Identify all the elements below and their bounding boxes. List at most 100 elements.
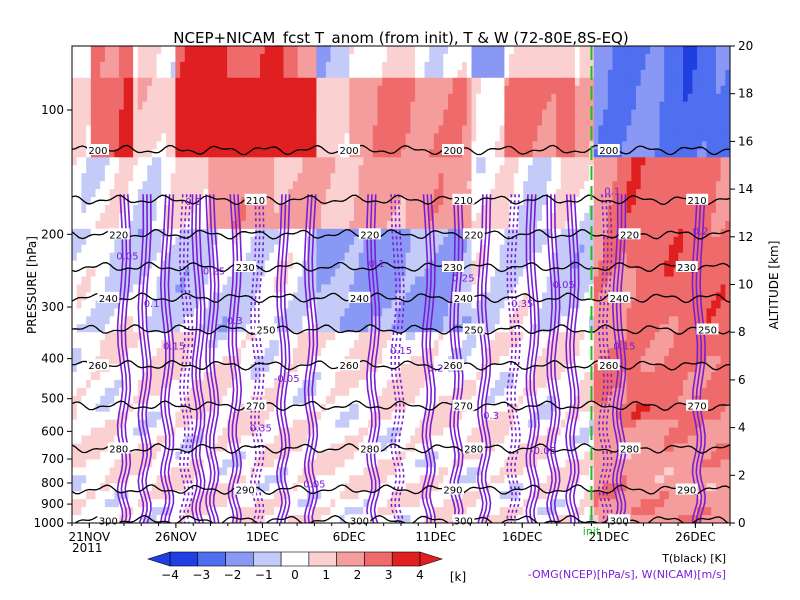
anomaly-cell [194,141,200,150]
anomaly-cell [495,300,501,309]
anomaly-cell [443,125,449,135]
anomaly-cell [499,212,505,222]
anomaly-cell [311,61,317,71]
anomaly-cell [471,149,477,158]
anomaly-cell [260,165,266,174]
anomaly-cell [283,101,289,111]
anomaly-cell [325,69,332,79]
anomaly-cell [104,173,111,182]
anomaly-cell [532,141,538,150]
anomaly-cell [123,181,129,190]
anomaly-cell [349,268,355,278]
anomaly-cell [673,125,679,135]
anomaly-cell [156,109,162,119]
anomaly-cell [631,46,637,55]
anomaly-cell [668,53,675,63]
anomaly-cell [640,53,646,63]
anomaly-cell [274,133,280,142]
anomaly-cell [161,93,167,103]
anomaly-cell [626,165,632,174]
anomaly-cell [325,189,332,198]
anomaly-cell [363,93,369,103]
anomaly-cell [715,205,722,214]
anomaly-cell [654,236,661,246]
anomaly-cell [466,276,473,286]
anomaly-cell [537,181,543,190]
anomaly-cell [311,149,317,158]
anomaly-cell [429,69,435,79]
anomaly-cell [222,133,228,142]
anomaly-cell [222,300,228,309]
anomaly-cell [311,324,317,333]
anomaly-cell [344,85,350,95]
anomaly-cell [307,268,313,278]
anomaly-cell [678,149,684,158]
anomaly-cell [76,205,82,214]
anomaly-cell [133,300,139,309]
anomaly-cell [283,69,289,79]
anomaly-cell [711,109,717,119]
anomaly-cell [325,117,332,127]
anomaly-cell [76,228,82,238]
anomaly-cell [260,125,266,135]
anomaly-cell [626,46,632,55]
anomaly-cell [95,101,101,111]
anomaly-cell [584,244,590,254]
anomaly-cell [344,117,350,127]
anomaly-cell [81,109,87,119]
anomaly-cell [382,93,388,103]
anomaly-cell [598,117,604,127]
anomaly-cell [307,117,313,127]
anomaly-cell [128,189,134,198]
anomaly-cell [725,236,730,246]
anomaly-cell [626,197,632,206]
anomaly-cell [448,276,454,286]
anomaly-cell [603,300,609,309]
anomaly-cell [598,252,604,262]
anomaly-cell [692,141,698,150]
anomaly-cell [725,133,730,142]
anomaly-cell [391,149,397,158]
anomaly-cell [640,93,646,103]
anomaly-cell [175,244,181,254]
anomaly-cell [386,101,393,111]
anomaly-cell [137,260,144,270]
anomaly-cell [208,260,214,270]
anomaly-cell [668,173,675,182]
anomaly-cell [198,205,205,214]
anomaly-cell [288,141,294,150]
anomaly-cell [683,85,689,95]
anomaly-cell [354,101,360,111]
anomaly-cell [208,324,214,333]
anomaly-cell [114,252,120,262]
anomaly-cell [349,205,355,214]
anomaly-cell [297,324,303,333]
anomaly-cell [316,101,322,111]
anomaly-cell [198,93,205,103]
anomaly-cell [617,117,623,127]
anomaly-cell [86,268,92,278]
anomaly-cell [438,189,444,198]
anomaly-cell [180,205,186,214]
anomaly-cell [433,101,440,111]
anomaly-cell [255,260,261,270]
anomaly-cell [72,53,78,63]
anomaly-cell [109,117,115,127]
anomaly-cell [128,308,134,317]
anomaly-cell [386,77,393,87]
anomaly-cell [617,173,623,182]
anomaly-cell [231,173,238,182]
anomaly-cell [109,284,115,294]
anomaly-cell [250,141,256,150]
anomaly-cell [683,109,689,119]
anomaly-cell [104,324,111,333]
anomaly-cell [490,141,496,150]
anomaly-cell [76,181,82,190]
anomaly-cell [100,228,106,238]
anomaly-cell [114,117,120,127]
anomaly-cell [86,205,92,214]
anomaly-cell [701,165,708,174]
anomaly-cell [683,189,689,198]
anomaly-cell [659,173,665,182]
anomaly-cell [457,109,463,119]
